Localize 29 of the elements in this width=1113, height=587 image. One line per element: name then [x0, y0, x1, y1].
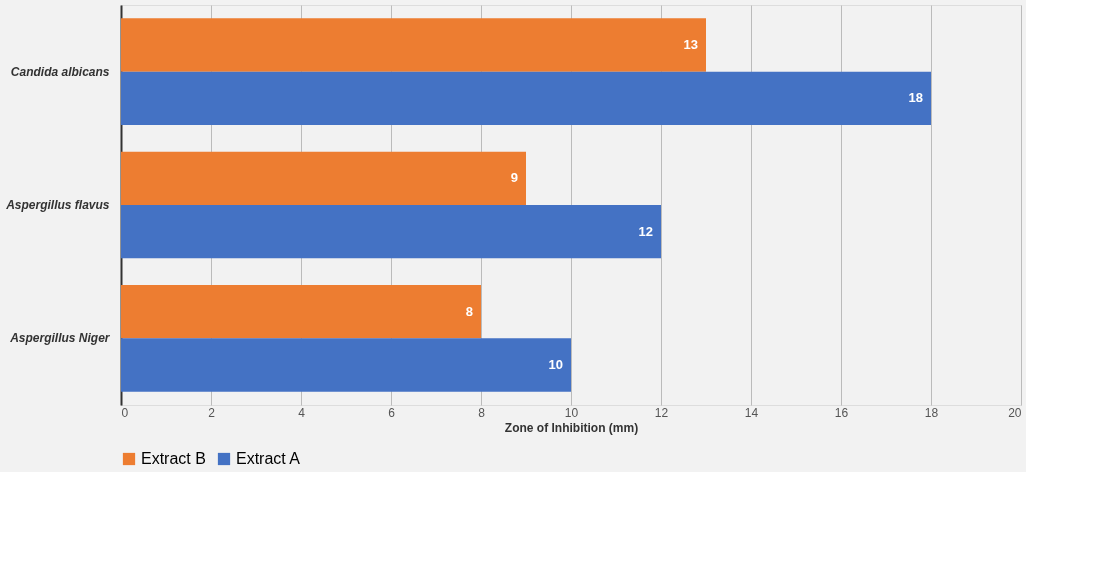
x-tick-label: 18: [924, 405, 939, 420]
x-tick-label: 16: [834, 405, 849, 420]
bar: [121, 205, 661, 259]
x-tick-label: 20: [1008, 405, 1022, 420]
x-tick-label: 4: [298, 405, 306, 420]
x-tick-label: 6: [388, 405, 396, 420]
y-tick-label: Aspergillus Niger: [9, 331, 111, 346]
data-label: 10: [548, 357, 563, 372]
bar: [121, 285, 481, 339]
x-tick-label: 14: [744, 405, 759, 420]
x-axis-title: Zone of Inhibition (mm): [504, 420, 639, 435]
data-label: 18: [908, 90, 923, 106]
x-tick-label: 12: [654, 405, 669, 420]
x-tick-label: 10: [564, 405, 579, 420]
x-tick-label: 2: [208, 405, 216, 420]
bar: [121, 71, 931, 125]
y-tick-label: Aspergillus flavus: [5, 198, 110, 212]
legend-label: Extract A: [236, 450, 301, 467]
data-label: 9: [510, 170, 518, 186]
legend-label: Extract B: [141, 450, 206, 467]
data-label: 13: [683, 37, 698, 52]
data-label: 12: [638, 223, 653, 239]
bar: [121, 151, 526, 205]
y-tick-label: Candida albicans: [10, 64, 110, 79]
x-tick-label: 0: [121, 405, 129, 420]
bar: [121, 338, 571, 392]
bar: [121, 18, 706, 72]
data-label: 8: [465, 303, 473, 319]
x-tick-label: 8: [478, 405, 486, 420]
